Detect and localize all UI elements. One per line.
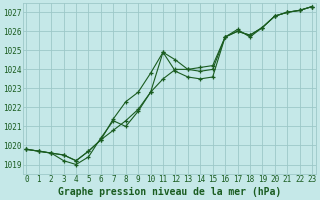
X-axis label: Graphe pression niveau de la mer (hPa): Graphe pression niveau de la mer (hPa)	[58, 187, 281, 197]
